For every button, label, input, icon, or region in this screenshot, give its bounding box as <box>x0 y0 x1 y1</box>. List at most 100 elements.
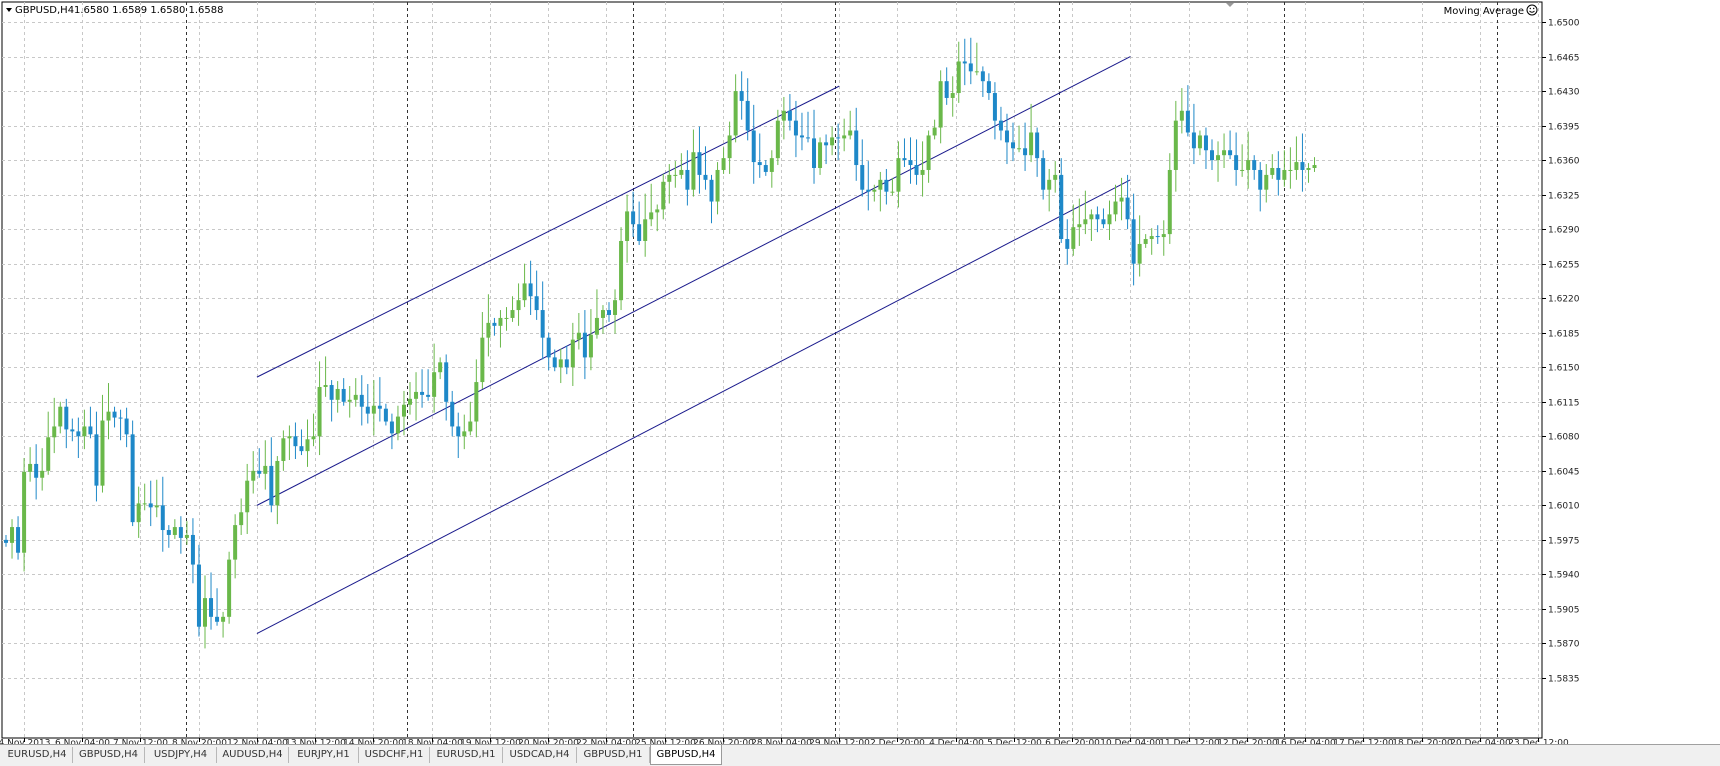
candle[interactable] <box>812 109 817 184</box>
candle[interactable] <box>64 398 69 449</box>
candle[interactable] <box>805 111 810 143</box>
tab-usdchf-h1[interactable]: USDCHF,H1 <box>359 747 430 763</box>
candle[interactable] <box>58 401 63 434</box>
candle[interactable] <box>799 112 804 151</box>
candle[interactable] <box>287 425 292 460</box>
candle[interactable] <box>426 369 431 401</box>
candle[interactable] <box>94 411 99 502</box>
candle[interactable] <box>878 171 883 212</box>
candle[interactable] <box>1306 163 1311 183</box>
candle[interactable] <box>902 138 907 168</box>
candle[interactable] <box>172 519 177 539</box>
candle[interactable] <box>100 394 105 493</box>
candle[interactable] <box>914 139 919 185</box>
candle[interactable] <box>215 588 220 626</box>
candle[interactable] <box>275 456 280 525</box>
candle[interactable] <box>178 516 183 554</box>
candle[interactable] <box>130 420 135 527</box>
candle[interactable] <box>1095 206 1100 233</box>
candle[interactable] <box>697 126 702 194</box>
candle[interactable] <box>932 119 937 140</box>
candle[interactable] <box>582 310 587 380</box>
candle[interactable] <box>414 372 419 421</box>
candle[interactable] <box>353 378 358 407</box>
candle[interactable] <box>1216 141 1221 182</box>
candle[interactable] <box>667 164 672 204</box>
candle[interactable] <box>233 514 238 579</box>
candle[interactable] <box>956 41 961 103</box>
candle[interactable] <box>281 430 286 471</box>
candle[interactable] <box>1101 208 1106 229</box>
candle[interactable] <box>1119 177 1124 221</box>
candle[interactable] <box>317 361 322 456</box>
candle[interactable] <box>299 429 304 456</box>
candle[interactable] <box>763 160 768 176</box>
price-chart[interactable]: 1.6500 1.6465 1.6430 1.6395 1.6360 1.6325 1.62… <box>0 0 1720 744</box>
candle[interactable] <box>1210 139 1214 170</box>
candle[interactable] <box>474 359 479 438</box>
candle[interactable] <box>227 551 232 624</box>
candle[interactable] <box>52 397 57 454</box>
candle[interactable] <box>1173 100 1178 192</box>
candle[interactable] <box>673 161 678 188</box>
candle[interactable] <box>1167 153 1172 244</box>
candle[interactable] <box>190 518 195 584</box>
candle[interactable] <box>992 82 997 140</box>
tab-gbpusd-h4[interactable]: GBPUSD,H4 <box>73 747 145 763</box>
candle[interactable] <box>1155 225 1160 244</box>
tab-gbpusd-h1[interactable]: GBPUSD,H1 <box>577 747 650 763</box>
candle[interactable] <box>920 141 925 197</box>
candle[interactable] <box>619 227 624 311</box>
candle[interactable] <box>962 38 967 86</box>
candle[interactable] <box>1234 132 1239 186</box>
candle[interactable] <box>492 317 497 336</box>
candle[interactable] <box>691 129 696 197</box>
candle[interactable] <box>389 413 394 450</box>
candle[interactable] <box>22 458 27 572</box>
candle[interactable] <box>769 150 774 188</box>
candle[interactable] <box>757 133 762 178</box>
candle[interactable] <box>1276 151 1281 196</box>
candle[interactable] <box>594 289 599 339</box>
candle[interactable] <box>637 201 642 245</box>
candle[interactable] <box>444 354 449 421</box>
candle[interactable] <box>160 476 165 552</box>
candle[interactable] <box>570 322 575 387</box>
candle[interactable] <box>4 534 8 547</box>
candle[interactable] <box>607 302 611 322</box>
candle[interactable] <box>1053 161 1058 193</box>
candle[interactable] <box>546 332 551 371</box>
channel-line-upper[interactable] <box>256 85 840 378</box>
candle[interactable] <box>751 104 756 184</box>
candle[interactable] <box>311 413 316 447</box>
candle[interactable] <box>221 611 226 638</box>
candle[interactable] <box>986 73 991 100</box>
candle[interactable] <box>341 378 346 406</box>
candle[interactable] <box>10 519 15 559</box>
candle[interactable] <box>781 96 786 140</box>
candle[interactable] <box>347 386 352 418</box>
candle[interactable] <box>860 139 865 197</box>
candle[interactable] <box>269 437 274 513</box>
candle[interactable] <box>40 448 45 491</box>
candle[interactable] <box>142 483 147 511</box>
candle[interactable] <box>588 309 593 371</box>
candle[interactable] <box>998 106 1003 141</box>
candle[interactable] <box>1011 122 1016 162</box>
channel-line-middle[interactable] <box>256 56 1131 506</box>
candle[interactable] <box>136 486 141 538</box>
candle[interactable] <box>1035 127 1040 177</box>
candle[interactable] <box>890 177 895 196</box>
candle[interactable] <box>70 418 75 442</box>
candle[interactable] <box>1149 228 1154 255</box>
candle[interactable] <box>1041 150 1046 200</box>
candle[interactable] <box>112 406 117 428</box>
candle[interactable] <box>974 42 979 76</box>
candle[interactable] <box>82 409 87 450</box>
candle[interactable] <box>480 312 485 389</box>
candle[interactable] <box>787 94 792 131</box>
candle[interactable] <box>202 575 207 649</box>
candle[interactable] <box>679 153 684 179</box>
candle[interactable] <box>305 419 310 467</box>
candle[interactable] <box>28 447 33 482</box>
